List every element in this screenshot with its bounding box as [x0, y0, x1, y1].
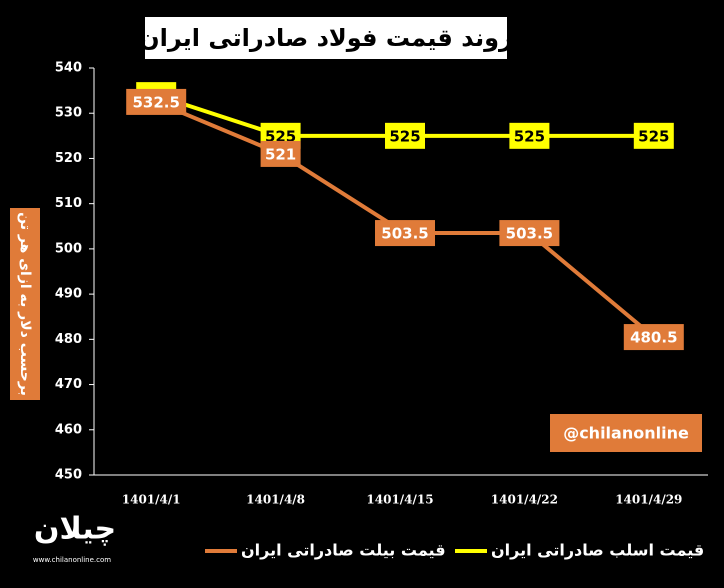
y-tick-label: 520: [55, 151, 82, 166]
chart-title: روند قیمت فولاد صادراتی ایران: [139, 24, 513, 52]
data-label-box: [375, 220, 435, 247]
y-tick-label: 510: [55, 196, 82, 211]
data-label-box: [499, 220, 560, 247]
y-axis-label: برحسب دلار به ازای هر تن: [17, 212, 33, 396]
data-label: 503.5: [506, 225, 553, 243]
x-tick-label: 1401/4/22: [491, 493, 558, 507]
data-label: 525: [514, 127, 545, 145]
data-label-box: [633, 122, 674, 149]
y-tick-label: 500: [55, 241, 82, 256]
y-tick-label: 450: [55, 468, 82, 483]
title-box: [145, 17, 507, 59]
data-label: 532.5: [132, 93, 179, 111]
x-tick-label: 1401/4/15: [366, 493, 433, 507]
x-tick-label: 1401/4/8: [246, 493, 305, 507]
annotation-box: [550, 414, 702, 452]
data-label-box: [623, 324, 684, 351]
y-tick-label: 530: [55, 106, 82, 121]
data-label: 521: [265, 145, 296, 163]
y-tick-label: 480: [55, 332, 82, 347]
data-label: 503.5: [381, 225, 428, 243]
y-tick-label: 490: [55, 287, 82, 302]
data-label-box: [126, 88, 187, 115]
data-label-box: [385, 122, 425, 149]
y-tick-label: 540: [55, 61, 82, 76]
annotation: @chilanonline: [563, 424, 689, 443]
data-label-box: [260, 140, 301, 167]
data-label: 525: [389, 127, 420, 145]
legend-label: قیمت بیلت صادراتی ایران: [241, 541, 446, 560]
data-label-box: [509, 122, 550, 149]
logo-name: چیلان: [34, 512, 116, 547]
legend-label: قیمت اسلب صادراتی ایران: [491, 541, 704, 560]
y-tick-label: 460: [55, 422, 82, 437]
data-label: 480.5: [630, 329, 677, 347]
x-tick-label: 1401/4/1: [122, 493, 181, 507]
logo-url: www.chilanonline.com: [33, 556, 111, 564]
data-label: 525: [638, 127, 669, 145]
y-label-box: [10, 208, 40, 400]
data-label: 525: [265, 127, 296, 145]
y-tick-label: 470: [55, 377, 82, 392]
x-tick-label: 1401/4/29: [615, 493, 682, 507]
